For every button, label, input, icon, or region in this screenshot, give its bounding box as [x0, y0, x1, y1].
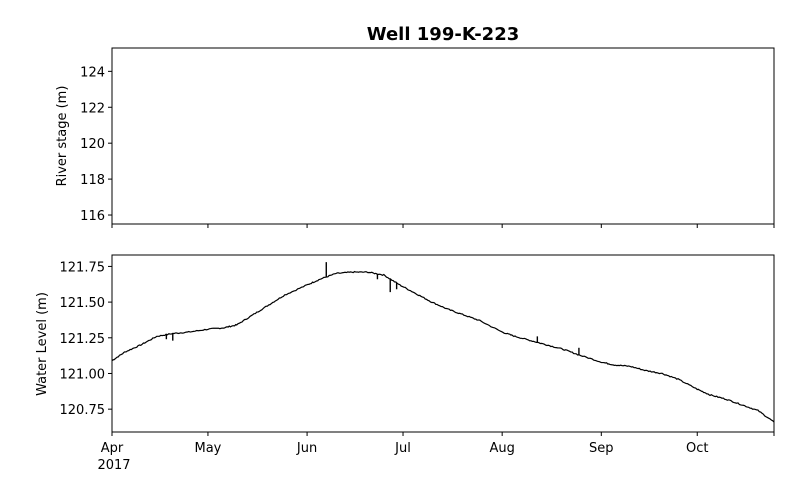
- y-tick-label: 120: [80, 137, 105, 152]
- y-tick-label: 120.75: [60, 403, 106, 418]
- bottom-y-axis-label: Water Level (m): [35, 292, 50, 396]
- water-level-line: [111, 270, 775, 423]
- top-y-axis-label: River stage (m): [55, 86, 70, 187]
- y-tick-label: 121.50: [60, 296, 106, 311]
- bottom-x-axis: Apr May Jun Jul Aug Sep Oct: [101, 432, 775, 456]
- x-tick-label: Aug: [489, 441, 514, 456]
- x-tick-label: Jul: [394, 441, 411, 456]
- top-y-axis: 116 118 120 122 124: [80, 65, 112, 224]
- y-tick-label: 121.75: [60, 260, 106, 275]
- y-tick-label: 121.00: [60, 367, 106, 382]
- y-tick-label: 124: [80, 65, 105, 80]
- x-tick-label: May: [194, 441, 221, 456]
- top-plot-area: [111, 47, 775, 225]
- y-tick-label: 122: [80, 101, 105, 116]
- water-level-series: [111, 262, 775, 423]
- bottom-plot-area: [111, 254, 775, 433]
- bottom-panel: 120.75 121.00 121.25 121.50 121.75 Apr May Jun…: [35, 254, 775, 473]
- bottom-y-axis: 120.75 121.00 121.25 121.50 121.75: [60, 260, 112, 418]
- x-tick-label: Jun: [296, 441, 317, 456]
- x-tick-label: Apr: [101, 441, 124, 456]
- y-tick-label: 118: [80, 173, 105, 188]
- top-x-axis: [111, 224, 775, 228]
- x-tick-label: Sep: [589, 441, 614, 456]
- y-tick-label: 116: [80, 209, 105, 224]
- y-tick-label: 121.25: [60, 332, 106, 347]
- top-panel: 116 118 120 122 124 River stage (m): [55, 47, 775, 228]
- x-axis-year-label: 2017: [97, 458, 130, 473]
- chart-title: Well 199-K-223: [367, 24, 520, 45]
- x-tick-label: Oct: [686, 441, 708, 456]
